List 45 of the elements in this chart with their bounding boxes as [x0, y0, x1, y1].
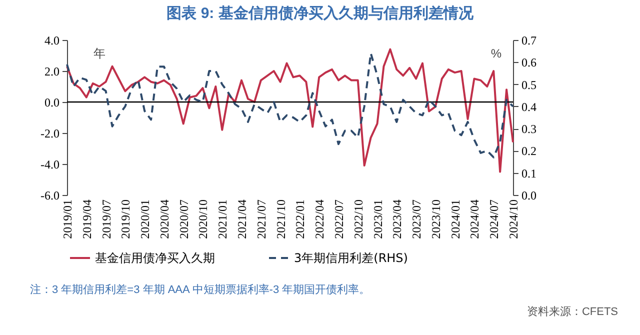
y2-tick-label: 0.0 [522, 188, 536, 202]
x-tick-label: 2022/01 [293, 200, 308, 239]
y-tick-label: -2.0 [40, 126, 60, 140]
x-tick-label: 2022/07 [332, 200, 346, 239]
legend-label: 3年期信用利差(RHS) [294, 251, 408, 265]
x-tick-label: 2024/04 [468, 200, 482, 239]
y2-tick-label: 0.6 [522, 56, 536, 70]
chart-title: 图表 9: 基金信用债净买入久期与信用利差情况 [166, 4, 474, 24]
legend-label: 基金信用债净买入久期 [95, 251, 215, 265]
y2-tick-label: 0.7 [522, 34, 536, 48]
x-tick-label: 2021/10 [274, 200, 288, 239]
x-tick-label: 2021/04 [235, 200, 250, 239]
x-tick-label: 2024/10 [506, 200, 520, 239]
x-tick-label: 2020/01 [138, 200, 152, 239]
y2-tick-label: 0.3 [522, 122, 536, 136]
x-tick-label: 2022/10 [351, 200, 366, 239]
x-tick-label: 2020/07 [176, 200, 191, 239]
x-tick-label: 2020/04 [157, 200, 172, 239]
x-tick-label: 2023/07 [410, 200, 424, 239]
text: 注：3 年期信用利差=3 年期 AAA 中短期票据利率-3 年期国开债利率。 [30, 282, 370, 297]
x-tick-label: 2024/07 [487, 200, 502, 239]
y-tick-label: -4.0 [40, 158, 60, 172]
x-tick-label: 2022/04 [312, 200, 327, 239]
x-tick-label: 2023/10 [428, 200, 443, 239]
x-tick-label: 2021/07 [254, 200, 268, 239]
y-axis-title: 年 [94, 46, 106, 60]
y2-tick-label: 0.2 [522, 144, 536, 158]
x-tick-label: 2020/10 [196, 200, 210, 239]
x-tick-label: 2023/04 [390, 200, 404, 239]
y-tick-label: 4.0 [44, 34, 60, 48]
y-tick-label: -6.0 [40, 188, 60, 202]
x-tick-label: 2021/01 [216, 200, 230, 239]
x-tick-label: 2019/10 [118, 200, 133, 239]
text: 资料来源：CFETS [526, 305, 618, 319]
y2-tick-label: 0.4 [522, 100, 536, 114]
y2-axis-title: % [490, 46, 502, 60]
x-tick-label: 2019/07 [99, 200, 114, 239]
y2-tick-label: 0.5 [522, 78, 536, 92]
x-tick-label: 2019/01 [60, 200, 74, 239]
y-tick-label: 0.0 [44, 96, 60, 110]
y2-tick-label: 0.1 [522, 166, 536, 180]
x-tick-label: 2024/01 [448, 200, 462, 239]
x-tick-label: 2019/04 [80, 200, 94, 239]
x-tick-label: 2023/01 [370, 200, 385, 239]
y-tick-label: 2.0 [44, 64, 60, 78]
